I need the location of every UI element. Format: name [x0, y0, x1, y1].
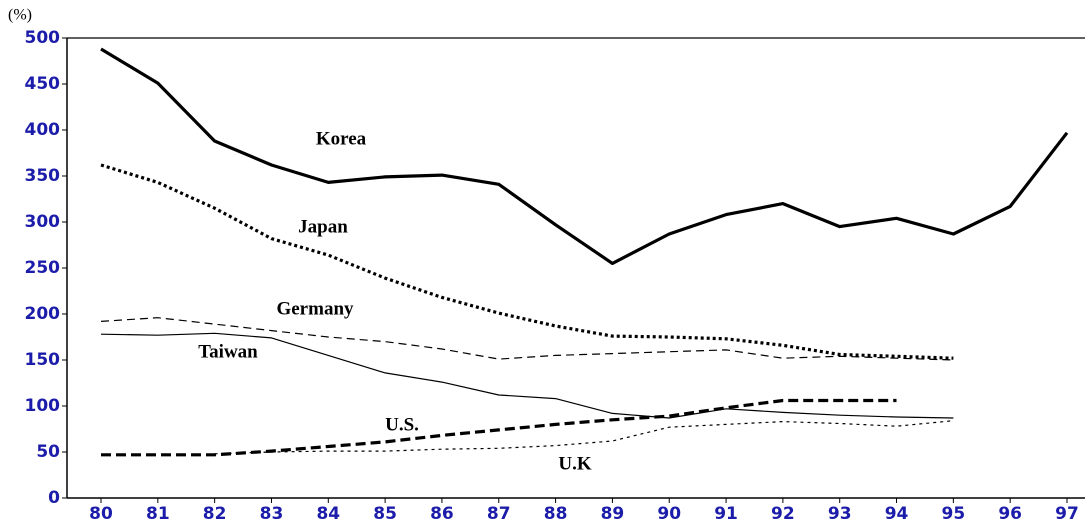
y-tick-label: 50: [36, 442, 60, 462]
series-line: [100, 317, 954, 361]
x-tick-label: 89: [601, 504, 625, 524]
y-tick-label: 300: [25, 212, 61, 232]
y-tick-label: 150: [25, 350, 61, 370]
y-tick-label: 250: [25, 258, 61, 278]
y-tick-label: 500: [25, 28, 61, 48]
x-tick-label: 91: [714, 504, 738, 524]
x-tick-label: 88: [544, 504, 568, 524]
y-tick-label: 400: [25, 120, 61, 140]
x-tick-label: 82: [203, 504, 227, 524]
x-tick-label: 93: [828, 504, 852, 524]
x-tick-label: 94: [885, 504, 909, 524]
x-tick-label: 87: [487, 504, 511, 524]
x-tick-label: 90: [657, 504, 681, 524]
y-tick-label: 450: [25, 74, 61, 94]
x-tick-label: 97: [1055, 504, 1079, 524]
x-tick-label: 92: [771, 504, 795, 524]
y-tick-label: 350: [25, 166, 61, 186]
series-label: Korea: [316, 128, 367, 149]
y-tick-label: 200: [25, 304, 61, 324]
series-line: [100, 332, 954, 419]
y-tick-label: 0: [48, 488, 60, 508]
x-tick-label: 85: [373, 504, 397, 524]
x-tick-label: 95: [942, 504, 966, 524]
series-line: [100, 163, 954, 360]
x-tick-label: 86: [430, 504, 454, 524]
x-tick-label: 81: [146, 504, 170, 524]
x-tick-label: 83: [260, 504, 284, 524]
series-label: Japan: [298, 216, 348, 237]
series-label: U.S.: [385, 414, 419, 435]
y-axis-label: (%): [8, 7, 32, 24]
series-line: [100, 47, 1069, 265]
x-tick-label: 80: [89, 504, 113, 524]
series-label: Taiwan: [198, 341, 258, 362]
series-line: [214, 420, 954, 455]
x-tick-label: 84: [316, 504, 340, 524]
y-tick-label: 100: [25, 396, 61, 416]
x-tick-label: 96: [998, 504, 1022, 524]
series-label: Germany: [276, 298, 354, 319]
series-label: U.K: [558, 453, 591, 474]
series-line: [101, 398, 897, 457]
